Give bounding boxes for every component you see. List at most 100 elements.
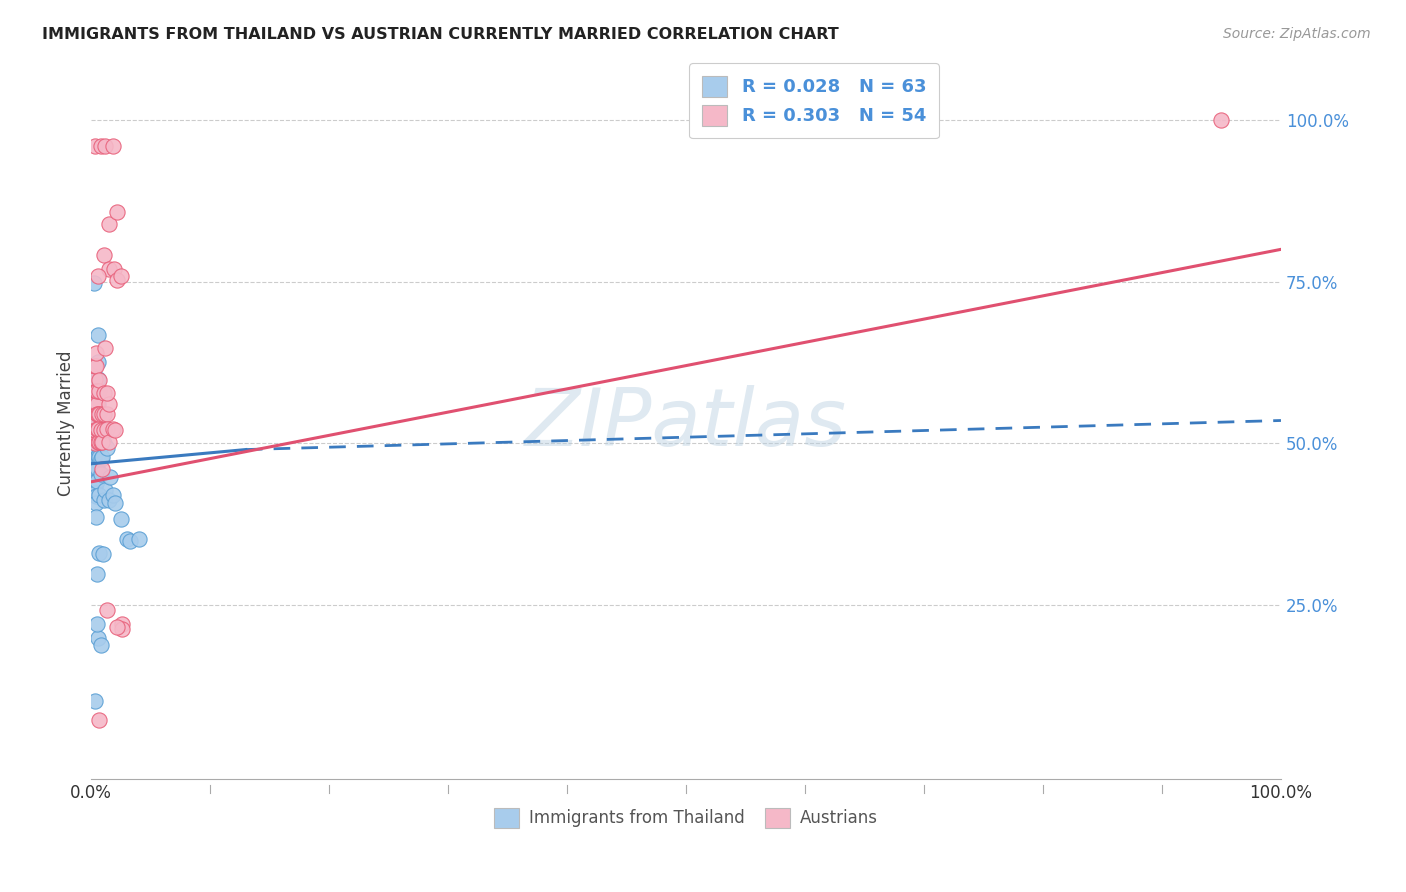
Point	[90, 452, 112, 467]
Point	[84, 396, 107, 410]
Point	[105, 205, 128, 219]
Point	[86, 566, 108, 581]
Point	[86, 409, 108, 423]
Point	[86, 383, 108, 397]
Point	[87, 371, 110, 385]
Point	[83, 442, 105, 457]
Point	[87, 422, 110, 436]
Point	[89, 450, 111, 465]
Point	[89, 546, 111, 560]
Point	[84, 414, 107, 428]
Point	[128, 532, 150, 546]
Point	[90, 139, 112, 153]
Point	[90, 407, 112, 421]
Point	[90, 436, 112, 450]
Point	[83, 436, 105, 450]
Point	[86, 616, 108, 631]
Point	[94, 341, 117, 355]
Point	[83, 694, 105, 708]
Point	[90, 423, 112, 437]
Point	[83, 422, 105, 436]
Point	[120, 534, 142, 549]
Point	[89, 713, 111, 727]
Point	[115, 532, 138, 546]
Point	[104, 495, 127, 509]
Point	[93, 436, 115, 450]
Point	[86, 397, 108, 411]
Point	[90, 450, 112, 465]
Point	[90, 467, 112, 481]
Text: Source: ZipAtlas.com: Source: ZipAtlas.com	[1223, 27, 1371, 41]
Point	[87, 436, 110, 450]
Point	[96, 422, 118, 436]
Point	[101, 422, 124, 436]
Point	[101, 139, 124, 153]
Point	[89, 422, 111, 436]
Point	[84, 359, 107, 373]
Point	[90, 638, 112, 652]
Point	[87, 449, 110, 463]
Point	[98, 469, 121, 483]
Point	[83, 410, 105, 425]
Point	[83, 139, 105, 153]
Point	[89, 373, 111, 387]
Point	[90, 417, 112, 431]
Point	[105, 273, 128, 287]
Point	[84, 510, 107, 524]
Point	[93, 247, 115, 261]
Point	[86, 407, 108, 421]
Point	[96, 603, 118, 617]
Point	[93, 492, 115, 507]
Point	[90, 436, 112, 450]
Point	[89, 407, 111, 421]
Point	[86, 384, 108, 399]
Point	[93, 385, 115, 400]
Y-axis label: Currently Married: Currently Married	[58, 351, 75, 497]
Point	[87, 327, 110, 342]
Point	[96, 442, 118, 456]
Point	[98, 492, 121, 507]
Point	[83, 436, 105, 450]
Point	[89, 434, 111, 449]
Point	[98, 261, 121, 276]
Point	[90, 434, 112, 449]
Point	[110, 512, 132, 526]
Point	[93, 407, 115, 421]
Point	[84, 384, 107, 399]
Point	[104, 423, 127, 437]
Point	[89, 436, 111, 450]
Point	[86, 371, 108, 385]
Point	[83, 423, 105, 437]
Point	[83, 448, 105, 462]
Point	[86, 474, 108, 488]
Point	[96, 407, 118, 421]
Point	[86, 422, 108, 436]
Text: ZIPatlas: ZIPatlas	[524, 384, 848, 463]
Point	[110, 269, 132, 284]
Point	[89, 488, 111, 502]
Point	[105, 620, 128, 634]
Point	[83, 453, 105, 467]
Point	[87, 434, 110, 449]
Point	[87, 407, 110, 421]
Point	[103, 261, 125, 276]
Point	[86, 436, 108, 450]
Point	[86, 422, 108, 436]
Text: IMMIGRANTS FROM THAILAND VS AUSTRIAN CURRENTLY MARRIED CORRELATION CHART: IMMIGRANTS FROM THAILAND VS AUSTRIAN CUR…	[42, 27, 839, 42]
Point	[84, 495, 107, 509]
Point	[83, 276, 105, 290]
Point	[98, 434, 121, 449]
Point	[101, 488, 124, 502]
Point	[91, 426, 114, 441]
Point	[86, 450, 108, 465]
Point	[91, 547, 114, 561]
Point	[98, 217, 121, 231]
Point	[87, 397, 110, 411]
Point	[111, 616, 134, 631]
Point	[84, 401, 107, 415]
Point	[84, 345, 107, 359]
Point	[111, 622, 134, 636]
Point	[83, 460, 105, 475]
Point	[86, 460, 108, 475]
Point	[94, 139, 117, 153]
